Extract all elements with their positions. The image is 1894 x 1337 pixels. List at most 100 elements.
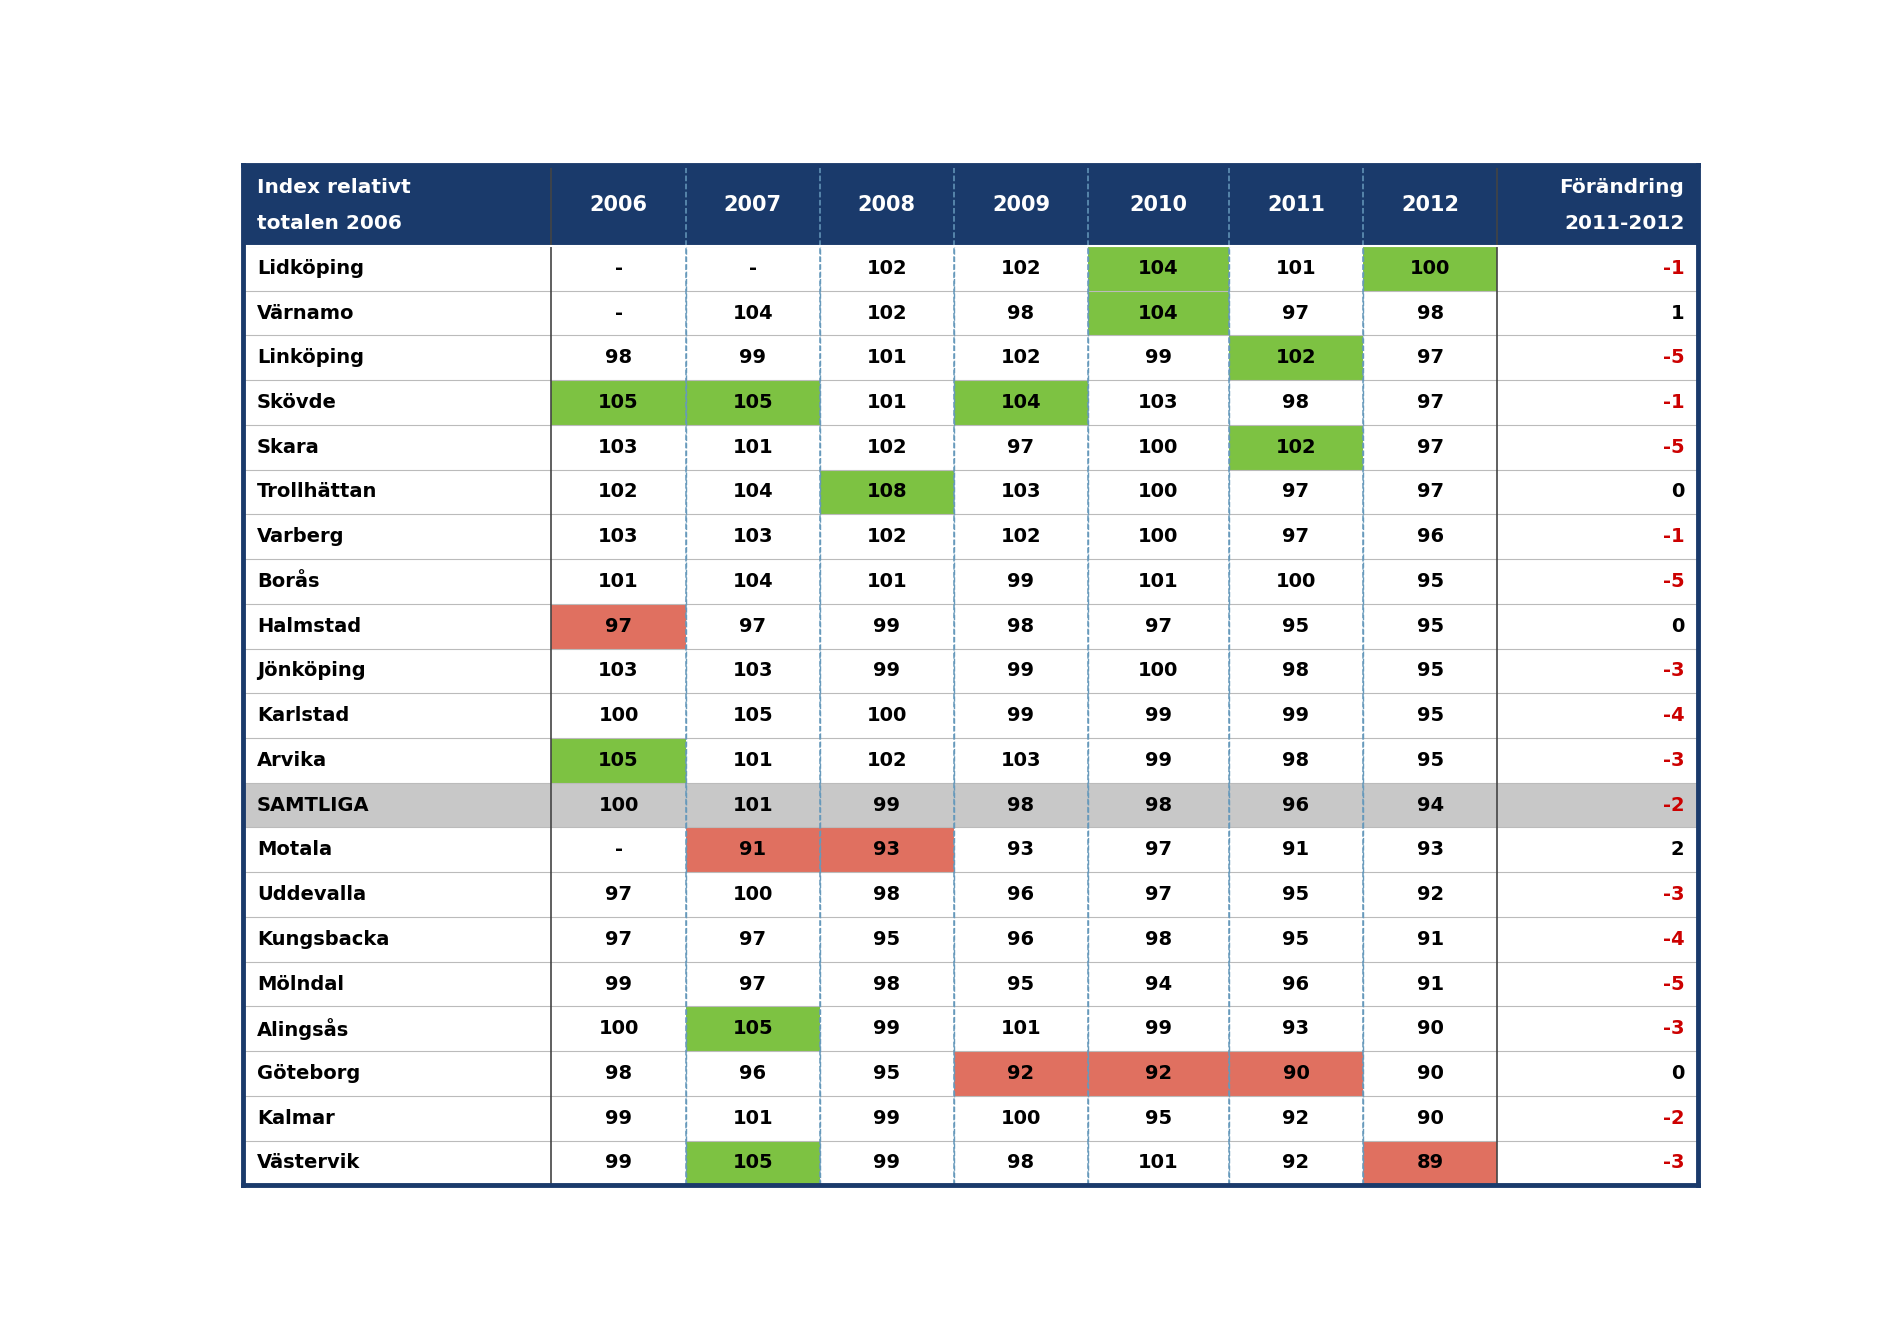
Text: 103: 103 — [599, 662, 638, 681]
Text: 100: 100 — [1277, 572, 1316, 591]
Bar — [242, 828, 1699, 872]
Bar — [242, 1096, 1699, 1140]
Text: 89: 89 — [1417, 1154, 1443, 1173]
Text: 104: 104 — [733, 572, 773, 591]
Text: 97: 97 — [1282, 527, 1309, 547]
Bar — [242, 380, 1699, 425]
Text: 95: 95 — [1144, 1108, 1172, 1127]
Bar — [1229, 1051, 1364, 1096]
Text: Skara: Skara — [258, 437, 320, 457]
Text: -5: -5 — [1663, 572, 1684, 591]
Text: 97: 97 — [1008, 437, 1034, 457]
Text: Mölndal: Mölndal — [258, 975, 345, 993]
Bar — [242, 559, 1699, 604]
Bar — [1087, 290, 1229, 336]
Text: 2008: 2008 — [858, 195, 917, 215]
Text: 97: 97 — [1146, 885, 1172, 904]
Text: 96: 96 — [1417, 527, 1443, 547]
Text: -5: -5 — [1663, 348, 1684, 368]
Bar — [242, 515, 1699, 559]
Text: 100: 100 — [1000, 1108, 1042, 1127]
Text: 99: 99 — [1008, 662, 1034, 681]
Text: -3: -3 — [1663, 1154, 1684, 1173]
Bar — [242, 1140, 1699, 1186]
Text: Jönköping: Jönköping — [258, 662, 366, 681]
Bar — [955, 1051, 1087, 1096]
Text: -2: -2 — [1663, 796, 1684, 814]
Text: 104: 104 — [1138, 259, 1178, 278]
Text: 101: 101 — [599, 572, 638, 591]
Text: 103: 103 — [599, 527, 638, 547]
Bar — [242, 469, 1699, 515]
Text: 97: 97 — [1417, 483, 1443, 501]
Text: 98: 98 — [604, 1064, 633, 1083]
Bar — [551, 604, 686, 648]
Text: 92: 92 — [1144, 1064, 1172, 1083]
Text: 100: 100 — [599, 1019, 638, 1039]
Text: 95: 95 — [1008, 975, 1034, 993]
Text: 102: 102 — [867, 751, 907, 770]
Text: 91: 91 — [1417, 929, 1443, 949]
Text: 101: 101 — [867, 348, 907, 368]
Text: 99: 99 — [1146, 706, 1172, 725]
Text: 104: 104 — [733, 483, 773, 501]
Text: 95: 95 — [1417, 751, 1443, 770]
Bar — [242, 1007, 1699, 1051]
Text: 98: 98 — [1008, 796, 1034, 814]
Text: 99: 99 — [1146, 1019, 1172, 1039]
Text: 102: 102 — [1000, 348, 1042, 368]
Text: 102: 102 — [599, 483, 638, 501]
Bar — [686, 828, 820, 872]
Text: -: - — [614, 303, 623, 322]
Bar — [551, 738, 686, 782]
Text: 95: 95 — [1417, 706, 1443, 725]
Text: 99: 99 — [873, 1019, 900, 1039]
Text: 98: 98 — [1282, 751, 1309, 770]
Text: 95: 95 — [1417, 572, 1443, 591]
Text: 97: 97 — [1417, 393, 1443, 412]
Text: 96: 96 — [1008, 929, 1034, 949]
Text: 101: 101 — [867, 572, 907, 591]
Text: 97: 97 — [739, 975, 767, 993]
Text: 101: 101 — [733, 437, 773, 457]
Text: 101: 101 — [1138, 572, 1178, 591]
Text: Lidköping: Lidköping — [258, 259, 364, 278]
Text: 101: 101 — [733, 1108, 773, 1127]
Text: 2: 2 — [1671, 841, 1684, 860]
Text: Linköping: Linköping — [258, 348, 364, 368]
Text: Index relativt: Index relativt — [258, 178, 411, 197]
Text: -5: -5 — [1663, 975, 1684, 993]
Text: 100: 100 — [867, 706, 907, 725]
Text: -1: -1 — [1663, 527, 1684, 547]
Text: 91: 91 — [1282, 841, 1309, 860]
Text: -: - — [614, 259, 623, 278]
Text: 101: 101 — [733, 796, 773, 814]
Text: 100: 100 — [1138, 483, 1178, 501]
Text: 93: 93 — [1417, 841, 1443, 860]
Text: 94: 94 — [1417, 796, 1443, 814]
Text: 2011: 2011 — [1267, 195, 1326, 215]
Text: 100: 100 — [1138, 662, 1178, 681]
Bar — [686, 380, 820, 425]
Text: 92: 92 — [1282, 1108, 1309, 1127]
Text: 102: 102 — [1000, 259, 1042, 278]
Text: 90: 90 — [1282, 1064, 1309, 1083]
Text: 2012: 2012 — [1402, 195, 1458, 215]
Text: 104: 104 — [733, 303, 773, 322]
Text: 103: 103 — [733, 662, 773, 681]
Text: 102: 102 — [1000, 527, 1042, 547]
Text: 99: 99 — [739, 348, 767, 368]
Text: 93: 93 — [1282, 1019, 1309, 1039]
Bar — [1364, 1140, 1496, 1186]
Text: 103: 103 — [1000, 751, 1042, 770]
Text: -: - — [748, 259, 758, 278]
Text: -5: -5 — [1663, 437, 1684, 457]
Bar — [1229, 425, 1364, 469]
Bar — [551, 380, 686, 425]
Bar — [242, 246, 1699, 290]
Text: 99: 99 — [1008, 706, 1034, 725]
Text: 99: 99 — [873, 796, 900, 814]
Bar — [1364, 246, 1496, 290]
Text: 103: 103 — [1000, 483, 1042, 501]
Text: 99: 99 — [604, 1108, 633, 1127]
